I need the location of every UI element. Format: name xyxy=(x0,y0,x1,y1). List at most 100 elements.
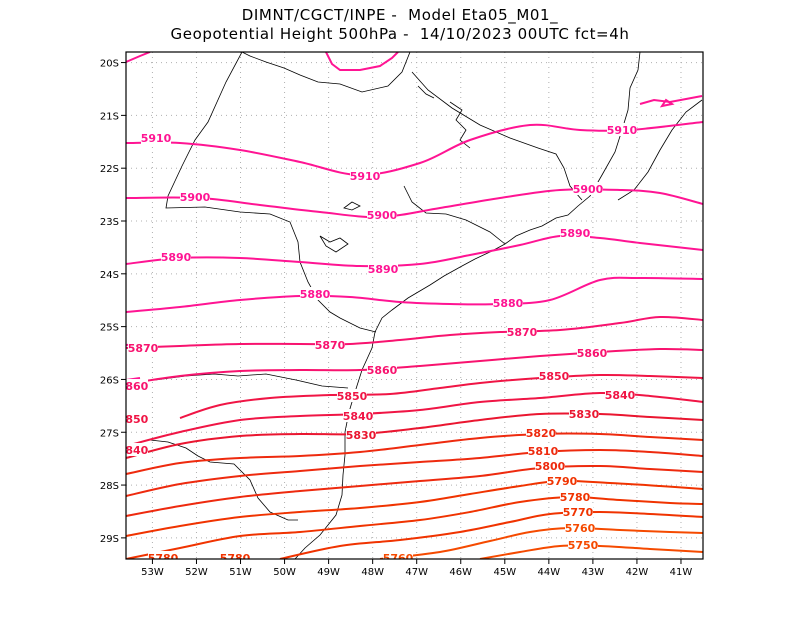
tick-label-lon: 42W xyxy=(626,567,649,578)
contour-label-bg xyxy=(300,287,330,300)
contour-label: 5800 xyxy=(535,460,566,473)
contour-label-bg xyxy=(605,388,635,401)
contour-line xyxy=(379,526,703,559)
contour-label: 5890 xyxy=(161,251,192,264)
contour-line xyxy=(126,188,703,219)
contour-label-bg xyxy=(141,131,171,144)
contour-label-bg xyxy=(367,363,397,376)
contour-label: 5890 xyxy=(368,263,399,276)
contour-line xyxy=(126,412,703,459)
contour-label-bg xyxy=(126,379,148,392)
tick-label-lon: 44W xyxy=(538,567,561,578)
tick-label-lat: 24S xyxy=(100,270,119,281)
contour-labels: 5910 5910 5910 5900 5900 5900 5890 5890 5890 5880… xyxy=(118,123,638,565)
contour-label: 5780 xyxy=(148,552,179,565)
contour-label: 5910 xyxy=(607,124,638,137)
tick-label-lon: 43W xyxy=(582,567,605,578)
tick-label-lat: 20S xyxy=(100,59,119,70)
contour-label-bg xyxy=(539,369,569,382)
contour-label: 5750 xyxy=(568,539,599,552)
contour-label-bg xyxy=(383,551,413,559)
tick-label-lat: 22S xyxy=(100,164,119,175)
contour-line xyxy=(279,510,703,559)
tick-label-lat: 26S xyxy=(100,375,119,386)
contour-label-bg xyxy=(337,389,367,402)
contour-label-bg xyxy=(493,296,523,309)
coastline xyxy=(149,52,703,559)
contour-label-bg xyxy=(148,551,178,559)
contour-line xyxy=(126,464,703,517)
contour-label-bg xyxy=(535,459,565,472)
contour-label: 5900 xyxy=(367,209,398,222)
tick-label-lon: 45W xyxy=(493,567,516,578)
tick-label-lat: 27S xyxy=(100,428,119,439)
tick-label-lon: 53W xyxy=(141,567,164,578)
contour-label-bg xyxy=(547,474,577,487)
contour-label-bg xyxy=(128,341,158,354)
tick-label-lat: 23S xyxy=(100,217,119,228)
contour-label: 5860 xyxy=(118,380,149,393)
contour-label: 5880 xyxy=(493,297,524,310)
contour-label: 5850 xyxy=(337,390,368,403)
axis-ticks xyxy=(121,62,682,564)
contour-line xyxy=(126,479,703,537)
edge-contour-fragments xyxy=(126,52,703,381)
tick-label-lon: 41W xyxy=(670,567,693,578)
contour-label: 5760 xyxy=(383,552,414,565)
contour-label: 5830 xyxy=(569,408,600,421)
contour-label: 5840 xyxy=(605,389,636,402)
contour-label-bg xyxy=(161,250,191,263)
contour-label-bg xyxy=(568,538,598,551)
contour-label-bg xyxy=(560,490,590,503)
contour-line xyxy=(126,315,703,349)
contour-label: 5900 xyxy=(573,183,604,196)
contour-label: 5790 xyxy=(547,475,578,488)
contour-label: 5870 xyxy=(507,326,538,339)
tick-label-lon: 51W xyxy=(229,567,252,578)
tick-label-lon: 48W xyxy=(361,567,384,578)
contour-label-bg xyxy=(577,346,607,359)
contour-line xyxy=(126,432,703,475)
contour-label: 5870 xyxy=(315,339,346,352)
map-title-line2: Geopotential Height 500hPa - 14/10/2023 … xyxy=(170,25,630,43)
contour-line xyxy=(126,347,703,385)
tick-label-lon: 50W xyxy=(273,567,296,578)
contour-label-bg xyxy=(126,412,148,425)
contour-label-bg xyxy=(560,226,590,239)
contour-line xyxy=(126,495,703,559)
height-contours xyxy=(126,121,703,559)
contour-label: 5830 xyxy=(346,429,377,442)
contour-label-bg xyxy=(220,551,250,559)
contour-label-bg xyxy=(563,505,593,518)
tick-label-lat: 21S xyxy=(100,111,119,122)
lat-lon-grid xyxy=(126,52,703,559)
contour-line xyxy=(179,373,703,419)
tick-label-lat: 28S xyxy=(100,481,119,492)
contour-label-bg xyxy=(526,426,556,439)
contour-line xyxy=(126,234,703,268)
contour-label-bg xyxy=(126,443,148,456)
contour-label: 5850 xyxy=(118,413,149,426)
contour-label: 5910 xyxy=(141,132,172,145)
tick-label-lat: 29S xyxy=(100,534,119,545)
contour-label: 5840 xyxy=(343,410,374,423)
contour-label-bg xyxy=(507,325,537,338)
contour-label-bg xyxy=(180,190,210,203)
contour-label: 5820 xyxy=(526,427,557,440)
contour-line xyxy=(126,276,703,313)
contour-line xyxy=(126,448,703,497)
contour-label-bg xyxy=(367,208,397,221)
contour-label: 5780 xyxy=(220,552,251,565)
contour-label-bg xyxy=(343,409,373,422)
contour-label: 5900 xyxy=(180,191,211,204)
contour-label-bg xyxy=(346,428,376,441)
contour-label-bg xyxy=(565,521,595,534)
contour-label-bg xyxy=(569,407,599,420)
contour-label-bg xyxy=(607,123,637,136)
contour-label: 5890 xyxy=(560,227,591,240)
contour-label: 5870 xyxy=(128,342,159,355)
axis-tick-labels: 53W 52W 51W 50W 49W 48W 47W 46W 45W 44W 43W 42W 41W 2… xyxy=(100,59,692,578)
contour-label: 5910 xyxy=(350,170,381,183)
tick-label-lon: 47W xyxy=(405,567,428,578)
